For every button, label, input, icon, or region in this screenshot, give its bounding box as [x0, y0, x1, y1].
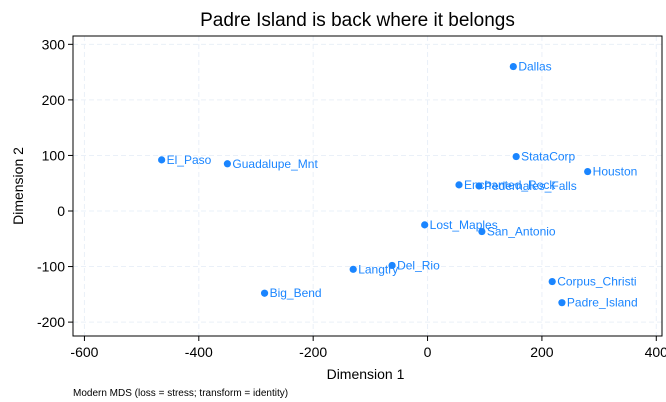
x-tick-label: 0: [424, 344, 432, 360]
scatter-point: [455, 181, 463, 189]
scatter-point: [475, 182, 483, 190]
y-tick-label: 0: [57, 203, 65, 219]
chart-note: Modern MDS (loss = stress; transform = i…: [73, 388, 288, 399]
y-tick-label: -100: [37, 259, 65, 275]
y-tick-label: 100: [42, 147, 66, 163]
y-tick-label: -200: [37, 314, 65, 330]
x-tick-label: 200: [530, 344, 554, 360]
chart-title: Padre Island is back where it belongs: [200, 10, 515, 31]
point-label: El_Paso: [167, 153, 212, 167]
scatter-point: [158, 156, 166, 164]
grid: [73, 36, 662, 336]
point-label: Corpus_Christi: [557, 275, 636, 289]
x-tick-label: -600: [70, 344, 98, 360]
plot-frame: [72, 35, 663, 337]
axes: -600 -400 -200 0 200 400 300 200 100 0 -100 -200: [37, 36, 666, 360]
x-tick-label: -400: [185, 344, 213, 360]
scatter-point: [558, 299, 566, 307]
scatter-point: [548, 277, 556, 286]
y-axis-title: Dimension 2: [10, 147, 26, 225]
y-tick-label: 300: [42, 36, 66, 52]
point-label: Del_Rio: [397, 258, 440, 272]
point-label: Houston: [593, 165, 638, 179]
x-tick-label: 400: [645, 344, 666, 360]
scatter-point: [388, 261, 396, 270]
x-axis-title: Dimension 1: [327, 366, 405, 382]
point-label: StataCorp: [521, 150, 575, 164]
point-label: Enchanted_Rock: [464, 178, 556, 192]
point-label: Langtry: [358, 262, 398, 276]
scatter-point: [584, 167, 592, 176]
scatter-point: [223, 160, 231, 168]
scatter-point: [478, 227, 486, 236]
point-label: Big_Bend: [270, 286, 322, 300]
point-label: Guadalupe_Mnt: [232, 157, 318, 171]
point-label: Padre_Island: [567, 296, 638, 310]
point-label: Pedernales_Falls: [484, 179, 577, 193]
x-tick-label: -200: [299, 344, 327, 360]
points: Dallas StataCorp Houston El_Paso Guadalupe_M…: [158, 60, 638, 310]
point-label: San_Antonio: [487, 225, 556, 239]
scatter-point: [509, 62, 517, 71]
scatter-point: [349, 265, 357, 273]
scatter-point: [260, 289, 269, 297]
scatter-point: [512, 152, 520, 161]
scatter-point: [421, 221, 429, 229]
y-tick-label: 200: [42, 92, 66, 108]
point-label: Dallas: [518, 60, 551, 74]
